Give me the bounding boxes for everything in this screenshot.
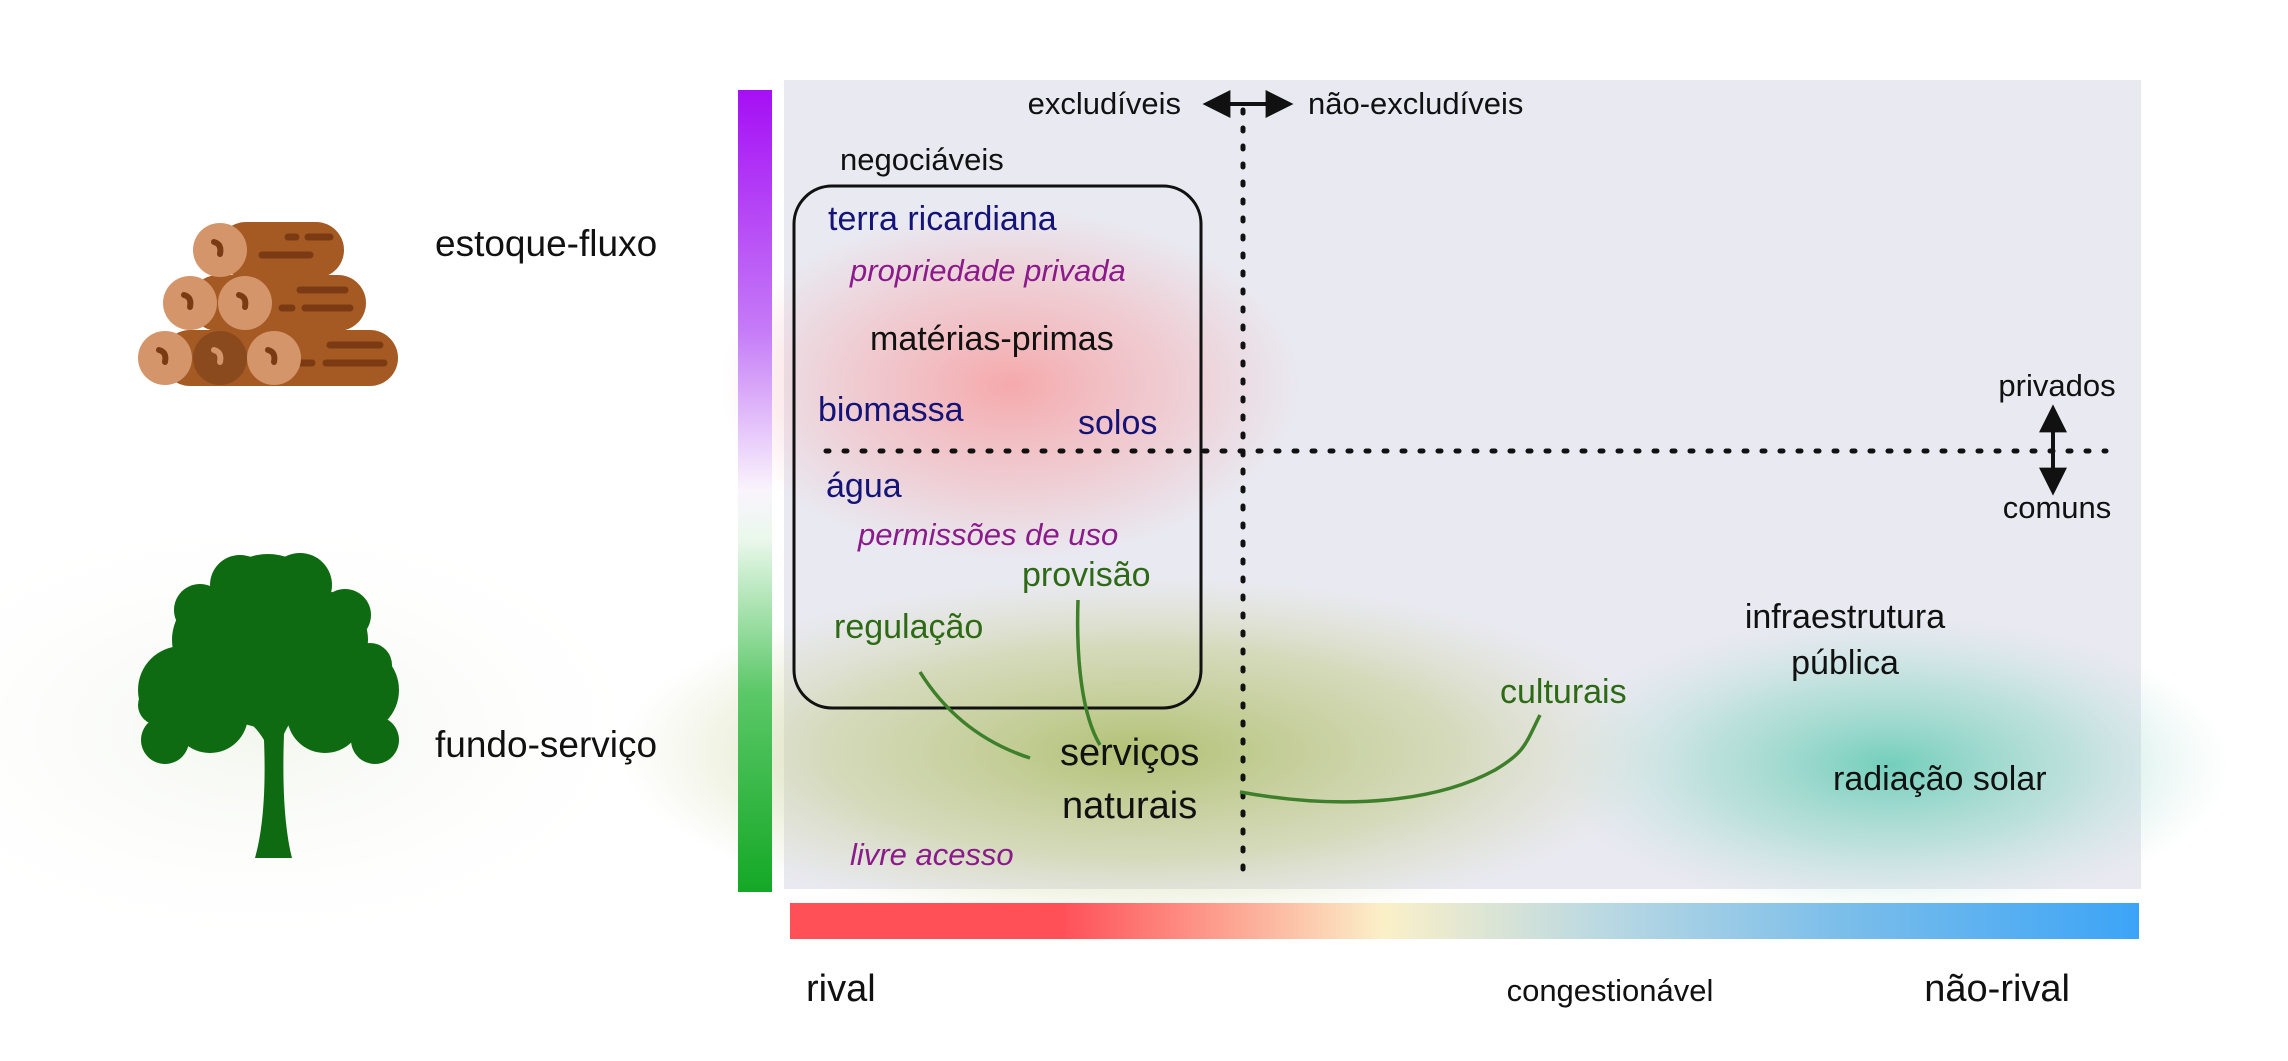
raw-materials-blob <box>720 210 1300 560</box>
regulation-label: regulação <box>834 608 983 646</box>
open-access-label: livre acesso <box>850 837 1014 872</box>
regulation-connector <box>918 671 1031 760</box>
excludable-label: excludíveis <box>1028 86 1181 121</box>
private-label: privados <box>1998 368 2115 403</box>
natural-services-label-line2: naturais <box>1062 785 1197 827</box>
rivalry-gradient-bar <box>790 903 2139 939</box>
stock-flow-label: estoque-fluxo <box>435 223 657 264</box>
tradable-box <box>792 184 1203 710</box>
fund-service-label: fundo-serviço <box>435 724 657 765</box>
non-excludable-label: não-excludíveis <box>1308 86 1523 121</box>
non-rival-label: não-rival <box>1924 968 2070 1010</box>
biomass-label: biomassa <box>818 391 964 429</box>
water-label: água <box>826 467 902 505</box>
tree-icon <box>138 553 399 858</box>
cultural-connector <box>1239 714 1542 804</box>
stock-fund-gauge <box>738 90 772 892</box>
natural-services-blob <box>620 577 1660 927</box>
public-infrastructure-label-line2: pública <box>1791 644 1899 682</box>
provision-connector <box>1075 599 1102 746</box>
congestible-label: congestionável <box>1507 973 1714 1008</box>
public-infrastructure-label-line1: infraestrutura <box>1745 598 1945 636</box>
use-permits-label: permissões de uso <box>857 517 1118 552</box>
natural-services-label-line1: serviços <box>1060 732 1199 774</box>
tradable-label: negociáveis <box>840 142 1004 177</box>
common-label: comuns <box>2003 490 2112 525</box>
soils-label: solos <box>1078 404 1157 442</box>
rival-label: rival <box>806 968 876 1010</box>
solar-radiation-blob <box>1550 615 2230 915</box>
private-property-label: propriedade privada <box>849 253 1126 288</box>
cultural-label: culturais <box>1500 673 1627 711</box>
provision-label: provisão <box>1022 556 1151 594</box>
ricardian-land-label: terra ricardiana <box>828 200 1057 238</box>
solar-radiation-label: radiação solar <box>1833 760 2047 798</box>
raw-materials-label: matérias-primas <box>870 320 1114 358</box>
stacked-logs-icon <box>138 222 398 386</box>
